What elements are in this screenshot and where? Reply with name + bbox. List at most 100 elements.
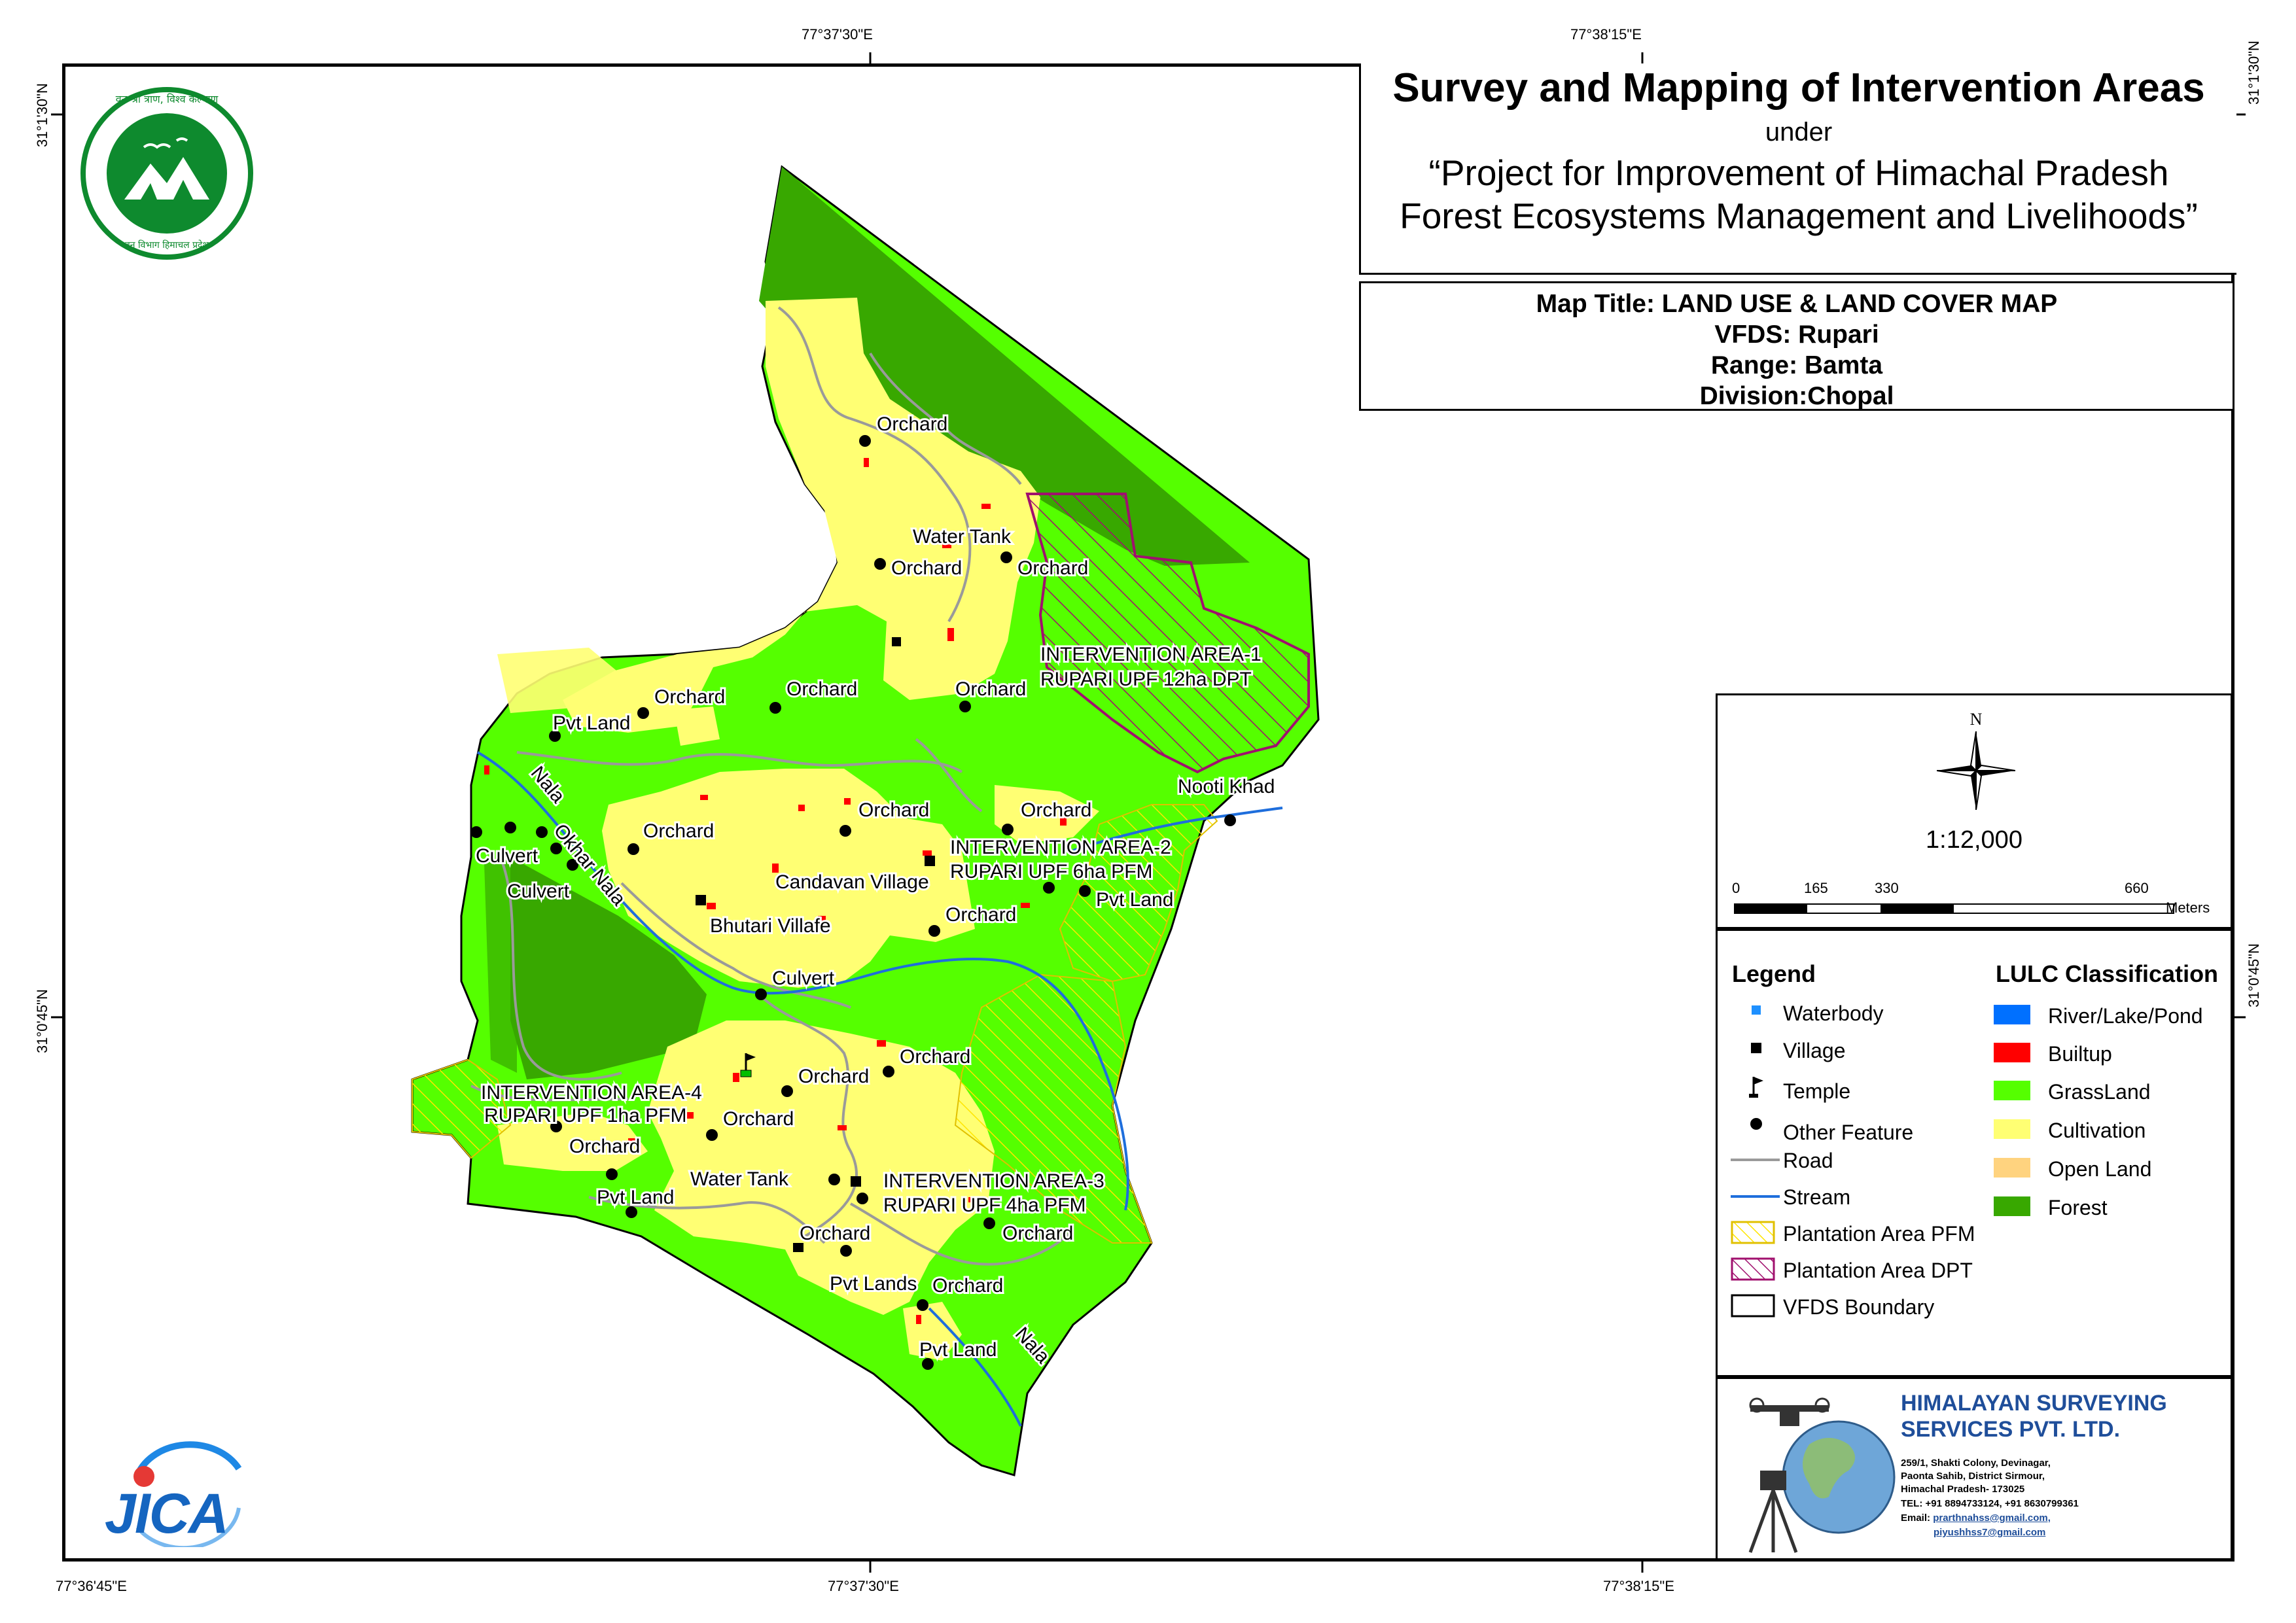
label-ia2-line1: INTERVENTION AREA-2 xyxy=(950,837,1171,858)
pfm-symbol xyxy=(1731,1221,1775,1244)
swatch-cultivation xyxy=(1994,1119,2030,1139)
division-name: Division:Chopal xyxy=(1699,382,1894,410)
legend-title: Legend xyxy=(1732,960,1816,987)
legend-stream: Stream xyxy=(1783,1185,1851,1209)
label-orchard-14: Orchard xyxy=(569,1136,640,1157)
label-pvt-land-3: Pvt Land xyxy=(597,1187,674,1208)
legend-panel: Legend LULC Classification Waterbody Vil… xyxy=(1716,929,2233,1377)
legend-other-feature: Other Feature xyxy=(1783,1121,1914,1144)
forest-dept-logo: वन श्री त्राण, विश्व कल्याण वन विभाग हिम… xyxy=(79,85,255,262)
scale-panel: N 1:12,000 0 165 330 660 Meters xyxy=(1716,693,2233,929)
north-arrow-icon xyxy=(1937,731,2015,810)
lulc-grassland: GrassLand xyxy=(2048,1080,2151,1104)
page-title: Survey and Mapping of Intervention Areas xyxy=(1392,65,2205,111)
project-title-line2: Forest Ecosystems Management and Livelih… xyxy=(1400,196,2198,236)
village-markers xyxy=(696,637,935,1252)
cultivation-central xyxy=(602,769,975,988)
scale-tick-330: 330 xyxy=(1875,880,1899,896)
dpt-symbol xyxy=(1731,1257,1775,1281)
jica-logo: JICA xyxy=(98,1429,249,1550)
legend-vfds-boundary: VFDS Boundary xyxy=(1783,1295,1935,1319)
coord-bottom-3: 77°38'15"E xyxy=(1603,1578,1674,1594)
company-address3: Himachal Pradesh- 173025 xyxy=(1901,1484,2025,1495)
legend-temple: Temple xyxy=(1783,1079,1851,1103)
forest-southwest xyxy=(510,857,707,1079)
legend-village: Village xyxy=(1783,1039,1846,1062)
roads xyxy=(470,306,1074,1266)
company-tel: TEL: +91 8894733124, +91 8630799361 xyxy=(1901,1498,2079,1509)
north-label: N xyxy=(1969,710,1983,729)
streams xyxy=(477,751,1283,1427)
label-orchard-4: Orchard xyxy=(654,686,725,708)
coord-top-2: 77°38'15"E xyxy=(1570,26,1642,43)
label-nooti-khad: Nooti Khad xyxy=(1178,776,1275,797)
title-under: under xyxy=(1765,118,1833,147)
company-email-1[interactable]: prarthnahss@gmail.com, xyxy=(1933,1512,2051,1524)
label-pvt-land-4: Pvt Land xyxy=(919,1339,997,1361)
scale-ratio: 1:12,000 xyxy=(1926,826,2022,854)
label-orchard-8: Orchard xyxy=(1021,799,1091,821)
label-candavan-village: Candavan Village xyxy=(775,871,929,893)
lulc-open-land: Open Land xyxy=(2048,1157,2152,1181)
label-ia4-line1: INTERVENTION AREA-4 xyxy=(481,1082,702,1104)
swatch-open-land xyxy=(1994,1158,2030,1178)
label-culvert-1: Culvert xyxy=(476,845,539,867)
feature-symbol xyxy=(1750,1118,1762,1130)
swatch-river xyxy=(1994,1005,2030,1024)
cultivation-south xyxy=(648,1021,995,1315)
scale-unit: Meters xyxy=(2166,899,2210,916)
temple-symbol xyxy=(1749,1077,1763,1098)
label-orchard-7: Orchard xyxy=(858,799,929,821)
logo-top-text: वन श्री त्राण, विश्व कल्याण xyxy=(115,93,219,105)
scale-bar xyxy=(1734,903,2174,914)
label-pvt-land-1: Pvt Land xyxy=(553,712,630,734)
company-address2: Paonta Sahib, District Sirmour, xyxy=(1901,1471,2045,1482)
company-address1: 259/1, Shakti Colony, Devinagar, xyxy=(1901,1457,2051,1469)
label-water-tank-2: Water Tank xyxy=(690,1168,789,1190)
plantation-pfm-4 xyxy=(412,1058,512,1159)
builtup-patches xyxy=(484,458,1067,1324)
feature-dots xyxy=(470,435,1236,1370)
legend-waterbody: Waterbody xyxy=(1783,1002,1884,1025)
label-pvt-land-2: Pvt Land xyxy=(1096,889,1173,911)
swatch-grassland xyxy=(1994,1081,2030,1100)
label-pvt-lands: Pvt Lands xyxy=(830,1273,917,1295)
label-ia4-line2: RUPARI UPF 1ha PFM xyxy=(484,1105,687,1126)
label-ia2-line2: RUPARI UPF 6ha PFM xyxy=(950,861,1153,882)
label-orchard-15: Orchard xyxy=(800,1223,870,1244)
legend-plantation-pfm: Plantation Area PFM xyxy=(1783,1222,1975,1246)
surveyor-globe-icon xyxy=(1748,1397,1896,1553)
legend-symbols xyxy=(1731,1005,1780,1318)
label-orchard-17: Orchard xyxy=(932,1275,1003,1297)
label-orchard-16: Orchard xyxy=(1002,1223,1073,1244)
map-frame xyxy=(62,63,2234,1562)
project-title: “Project for Improvement of Himachal Pra… xyxy=(1361,151,2236,237)
map-title: Map Title: LAND USE & LAND COVER MAP xyxy=(1536,290,2058,318)
label-ia1-line1: INTERVENTION AREA-1 xyxy=(1040,644,1262,665)
company-email-2[interactable]: piyushhss7@gmail.com xyxy=(1934,1527,2046,1538)
label-culvert-3: Culvert xyxy=(772,968,835,989)
label-orchard-12: Orchard xyxy=(798,1066,869,1087)
label-ia1-line2: RUPARI UPF 12ha DPT xyxy=(1040,669,1252,690)
plantation-pfm-3 xyxy=(954,973,1153,1244)
label-bhutari-villafe: Bhutari Villafe xyxy=(710,915,831,937)
label-orchard-11: Orchard xyxy=(900,1046,970,1068)
label-orchard-5: Orchard xyxy=(786,678,857,700)
company-email-row: Email: prarthnahss@gmail.com, xyxy=(1901,1512,2051,1524)
coord-bottom-2: 77°37'30"E xyxy=(828,1578,899,1594)
coord-top-1: 77°37'30"E xyxy=(802,26,873,43)
waterbody-symbol xyxy=(1752,1005,1761,1015)
cultivation-north xyxy=(563,298,1040,733)
label-orchard-10: Orchard xyxy=(945,904,1016,926)
vfds-name: VFDS: Rupari xyxy=(1714,321,1879,349)
company-email-label: Email: xyxy=(1901,1512,1931,1524)
label-orchard-2: Orchard xyxy=(891,557,962,579)
map-info-panel: Map Title: LAND USE & LAND COVER MAP VFD… xyxy=(1359,281,2234,411)
label-ia3-line1: INTERVENTION AREA-3 xyxy=(883,1170,1104,1192)
label-orchard-6: Orchard xyxy=(955,678,1026,700)
legend-plantation-dpt: Plantation Area DPT xyxy=(1783,1259,1973,1282)
label-orchard-9: Orchard xyxy=(643,820,714,842)
plantation-dpt-1 xyxy=(1025,493,1310,774)
